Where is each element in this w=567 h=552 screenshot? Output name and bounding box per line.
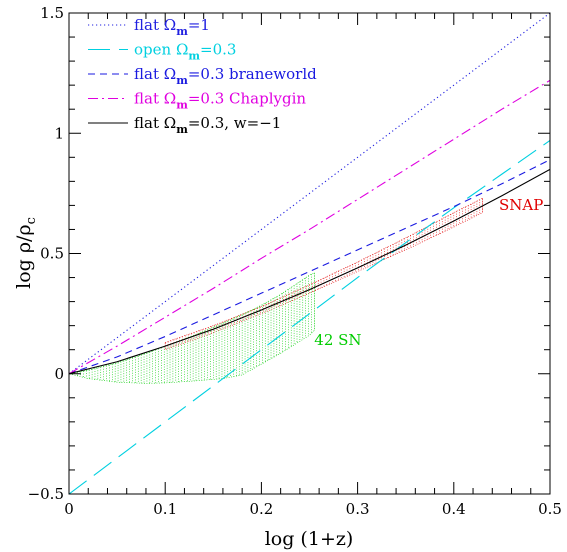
y-tick-label: 0.5 [40, 245, 64, 263]
x-tick-label: 0.1 [153, 500, 177, 518]
legend-entry-4: flat Ωm=0.3 Chaplygin [88, 90, 306, 112]
series-lines [69, 13, 550, 494]
band-outline [164, 197, 483, 351]
legend-label-rest: =0.3 [200, 41, 236, 59]
legend-label: flat Ωm=0.3, w=−1 [134, 114, 281, 136]
series-line-4 [69, 79, 550, 375]
annotation-snap: SNAP [499, 196, 543, 214]
y-tick-label: 1 [54, 124, 64, 142]
series-line-5 [69, 168, 550, 375]
x-tick-label: 0.4 [442, 500, 466, 518]
legend-label-main: open Ω [134, 41, 188, 59]
legend-label-sub: m [176, 25, 188, 38]
annotation-42-sn: 42 SN [314, 331, 361, 349]
legend-entry-3: flat Ωm=0.3 braneworld [88, 65, 317, 87]
legend-label-sub: m [188, 50, 200, 63]
legend-label-sub: m [176, 99, 188, 112]
y-axis-title: log ρ/ρc [13, 217, 39, 289]
uncertainty-bands [69, 197, 483, 384]
legend-entry-1: flat Ωm=1 [88, 16, 210, 38]
legend-label-rest: =0.3 Chaplygin [188, 90, 307, 108]
series-line-2 [69, 140, 550, 494]
legend-label: flat Ωm=1 [134, 16, 210, 38]
y-axis-title-sub: c [24, 217, 39, 224]
x-tick-label: 0 [64, 500, 74, 518]
legend-label: flat Ωm=0.3 Chaplygin [134, 90, 306, 112]
x-axis-title: log (1+z) [265, 528, 354, 550]
y-tick-label: 0 [54, 365, 64, 383]
axis-ticks [68, 12, 551, 495]
y-tick-label: −0.5 [28, 485, 64, 503]
band-42-sn [69, 272, 315, 384]
band-outline [69, 272, 315, 384]
series-line-3 [69, 159, 550, 375]
plot-frame [68, 12, 551, 495]
legend-label-main: flat Ω [134, 16, 176, 34]
legend-entry-2: open Ωm=0.3 [88, 41, 236, 63]
band-snap [164, 197, 483, 351]
legend-label-rest: =0.3 braneworld [188, 65, 317, 83]
y-axis-title-main: log ρ/ρ [13, 224, 35, 288]
y-tick-label: 1.5 [40, 4, 64, 22]
legend-label: open Ωm=0.3 [134, 41, 236, 63]
x-tick-label: 0.2 [249, 500, 273, 518]
tick-labels: 0 0.1 0.2 0.3 0.4 0.5−0.500.511.5 [28, 4, 562, 518]
series-line-1 [69, 13, 550, 375]
annotations: SNAP 42 SN [314, 196, 543, 349]
legend-label-main: flat Ω [134, 114, 176, 132]
legend-label-rest: =0.3, w=−1 [188, 114, 281, 132]
legend-label-sub: m [176, 74, 188, 87]
legend-label-main: flat Ω [134, 90, 176, 108]
x-tick-label: 0.5 [538, 500, 562, 518]
legend-label-rest: =1 [188, 16, 210, 34]
legend-label-sub: m [176, 123, 188, 136]
legend-label: flat Ωm=0.3 braneworld [134, 65, 317, 87]
legend-entry-5: flat Ωm=0.3, w=−1 [88, 114, 281, 136]
x-tick-label: 0.3 [346, 500, 370, 518]
legend-label-main: flat Ω [134, 65, 176, 83]
